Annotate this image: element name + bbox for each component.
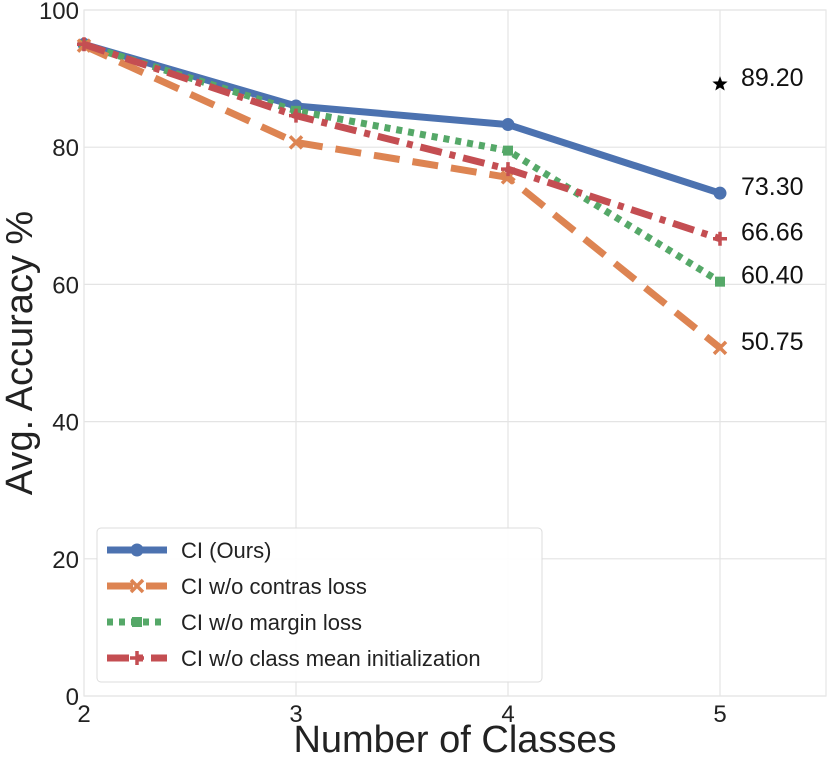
- x-axis-title: Number of Classes: [293, 719, 616, 761]
- legend-label: CI w/o contras loss: [181, 574, 367, 599]
- data-point-ci-w-o-class-mean-initialization: [713, 231, 727, 246]
- data-point-ci-w-o-class-mean-initialization: [77, 37, 91, 52]
- series-line-ci-w-o-class-mean-initialization: [82, 40, 722, 243]
- data-point-ci-w-o-contras-loss: [712, 340, 728, 356]
- x-tick-labels: 2 3 4 5: [77, 701, 726, 728]
- legend-item-ci-w-o-class-mean-initialization: CI w/o class mean initialization: [107, 646, 481, 671]
- legend-label: CI w/o class mean initialization: [181, 646, 481, 671]
- annotation-label: 60.40: [741, 262, 804, 290]
- annotation-label: 89.20: [741, 64, 804, 92]
- y-tick-label: 0: [66, 684, 79, 711]
- legend-marker-ci-w-o-contras-loss: [129, 578, 145, 594]
- best-result-star-icon: [712, 76, 728, 91]
- y-tick-label: 100: [39, 0, 79, 25]
- series-layer: [76, 37, 728, 356]
- series-line-ci-ours: [83, 40, 722, 197]
- y-tick-labels: 0 20 40 60 80 100: [39, 0, 79, 711]
- annotation-label: 73.30: [741, 173, 804, 201]
- x-tick-label: 5: [713, 701, 726, 728]
- legend-item-ci-ours: CI (Ours): [107, 538, 271, 563]
- x-tick-label: 4: [501, 701, 514, 728]
- legend-marker-ci-w-o-class-mean-initialization: [130, 651, 144, 665]
- data-point-ci-w-o-contras-loss: [288, 135, 304, 150]
- series-ci-ours: [77, 37, 727, 200]
- legend-box: [96, 527, 543, 683]
- data-point-ci-w-o-margin-loss: [503, 145, 513, 156]
- x-tick-label: 3: [289, 701, 302, 728]
- legend-item-ci-w-o-margin-loss: CI w/o margin loss: [107, 610, 362, 635]
- y-tick-label: 40: [52, 410, 79, 437]
- legend-marker-ci-w-o-margin-loss: [132, 617, 142, 627]
- data-point-ci-ours: [713, 186, 727, 200]
- y-axis-title: Avg. Accuracy %: [0, 211, 41, 495]
- series-ci-w-o-contras-loss: [76, 38, 728, 356]
- annotation-label: 66.66: [741, 219, 804, 247]
- y-tick-label: 20: [52, 547, 79, 574]
- annotation-layer: 89.20 73.30 66.66 60.40 50.75: [712, 64, 804, 356]
- y-tick-label: 80: [52, 135, 79, 162]
- annotation-label: 50.75: [741, 328, 804, 356]
- series-line-ci-w-o-margin-loss: [82, 41, 722, 285]
- x-tick-label: 2: [77, 701, 90, 728]
- legend-marker-ci-ours: [130, 543, 144, 557]
- legend: CI (Ours) CI w/o contras loss CI w/o margi…: [96, 527, 543, 683]
- legend-item-ci-w-o-contras-loss: CI w/o contras loss: [107, 574, 367, 599]
- y-tick-label: 60: [52, 272, 79, 299]
- data-point-ci-w-o-class-mean-initialization: [289, 108, 303, 123]
- data-point-ci-w-o-margin-loss: [715, 276, 725, 287]
- series-line-ci-w-o-contras-loss: [82, 42, 723, 351]
- series-ci-w-o-class-mean-initialization: [77, 37, 727, 246]
- data-point-ci-w-o-class-mean-initialization: [501, 162, 515, 177]
- data-point-ci-ours: [501, 118, 515, 132]
- legend-label: CI (Ours): [181, 538, 271, 563]
- legend-label: CI w/o margin loss: [181, 610, 362, 635]
- plot-frame: [83, 9, 827, 697]
